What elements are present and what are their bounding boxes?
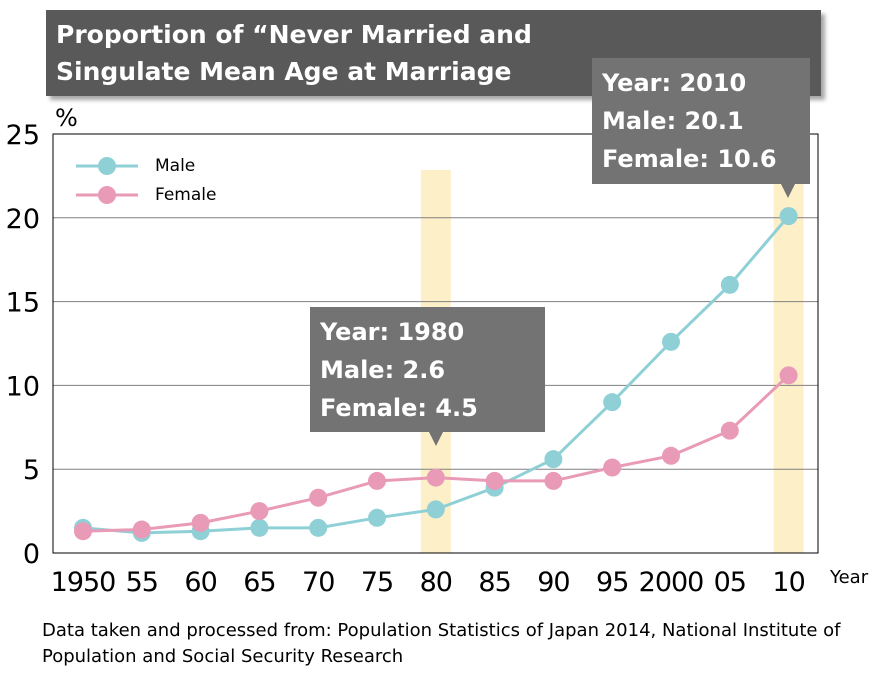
y-tick-5: 5 — [23, 455, 40, 486]
y-tick-0: 0 — [23, 539, 40, 570]
callout-2010-arrow — [781, 184, 795, 198]
point-female-85 — [485, 471, 504, 490]
x-tick-1950: 1950 — [51, 567, 116, 598]
legend-label-male: Male — [155, 156, 196, 176]
legend-marker-male — [98, 157, 116, 175]
point-male-2000 — [662, 332, 680, 351]
x-tick-85: 85 — [478, 567, 510, 598]
highlight-band-10 — [773, 170, 804, 553]
point-male-70 — [309, 518, 328, 537]
legend-markers — [76, 157, 138, 204]
x-tick-75: 75 — [361, 567, 393, 598]
x-tick-10: 10 — [772, 567, 804, 598]
callout-2010: Year: 2010 Male: 20.1 Female: 10.6 — [592, 58, 810, 184]
point-female-65 — [250, 502, 269, 521]
callout-1980-male: Male: 2.6 — [320, 356, 446, 384]
series-points — [74, 207, 798, 542]
point-female-90 — [544, 471, 563, 490]
callout-1980-arrow — [429, 432, 443, 446]
x-tick-60: 60 — [184, 567, 216, 598]
y-tick-15: 15 — [6, 288, 40, 319]
point-female-60 — [191, 513, 210, 532]
point-female-55 — [132, 520, 151, 539]
x-tick-05: 05 — [714, 567, 746, 598]
callout-1980-year: Year: 1980 — [320, 318, 465, 346]
x-tick-55: 55 — [126, 567, 158, 598]
point-female-70 — [309, 488, 328, 507]
x-tick-labels: 1950 55 60 65 70 75 80 85 90 95 2000 05 10 — [51, 567, 806, 598]
x-tick-95: 95 — [596, 567, 628, 598]
plot-frame — [52, 133, 819, 554]
callout-2010-female: Female: 10.6 — [602, 145, 777, 173]
callout-2010-male: Male: 20.1 — [602, 107, 744, 135]
callout-1980-female: Female: 4.5 — [320, 394, 478, 422]
x-tick-70: 70 — [302, 567, 334, 598]
point-male-05 — [720, 275, 739, 294]
x-tick-65: 65 — [243, 567, 275, 598]
chart-title: Proportion of “Never Married and Singula… — [56, 20, 532, 86]
legend-marker-female — [98, 186, 116, 204]
y-tick-10: 10 — [6, 371, 40, 402]
point-female-05 — [720, 421, 739, 440]
callout-2010-year: Year: 2010 — [602, 69, 747, 97]
point-male-90 — [544, 450, 563, 469]
callout-1980: Year: 1980 Male: 2.6 Female: 4.5 — [310, 307, 545, 432]
point-female-1950 — [74, 522, 92, 541]
y-tick-25: 25 — [6, 120, 40, 151]
point-female-10 — [779, 366, 798, 385]
point-female-95 — [603, 458, 622, 477]
x-tick-2000: 2000 — [639, 567, 704, 598]
y-axis-label: % — [55, 104, 78, 132]
point-female-75 — [368, 471, 386, 490]
point-male-10 — [779, 207, 798, 226]
x-tick-80: 80 — [420, 567, 452, 598]
source-note: Data taken and processed from: Populatio… — [42, 620, 841, 667]
point-male-80 — [426, 500, 445, 519]
point-male-65 — [250, 518, 269, 537]
point-male-95 — [603, 393, 622, 412]
point-male-75 — [368, 508, 386, 527]
legend-label-female: Female — [155, 185, 217, 205]
y-tick-20: 20 — [6, 204, 40, 235]
y-tick-labels: 0 5 10 15 20 25 — [6, 120, 40, 570]
point-female-2000 — [662, 446, 680, 465]
x-tick-90: 90 — [537, 567, 569, 598]
point-female-80 — [426, 468, 445, 487]
x-axis-label: Year — [829, 567, 869, 588]
